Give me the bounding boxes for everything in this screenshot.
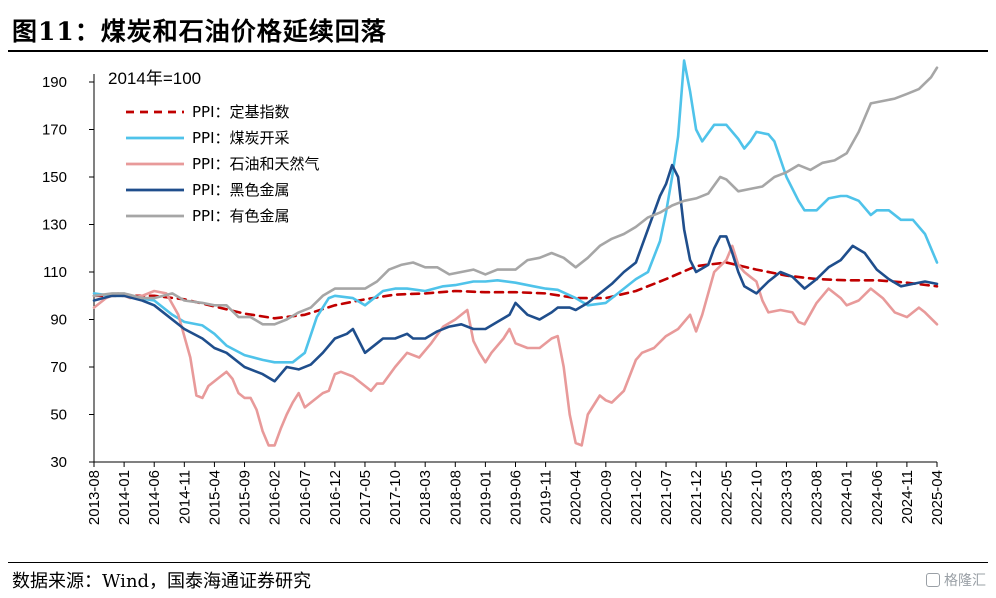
series-line-0 [92,261,939,320]
line-chart: 30 50 70 90 110 130 150 170 190 2013-08 2014-01 201… [42,59,946,525]
y-tick-label: 150 [42,169,67,186]
legend-label-2: PPI：石油和天然气 [192,155,320,173]
x-tick-label: 2014-01 [116,470,133,525]
watermark-logo-icon [926,573,940,587]
figure-header: 图11：煤炭和石油价格延续回落 [0,0,996,52]
y-tick-label: 30 [50,454,67,471]
y-tick-label: 190 [42,74,67,91]
x-tick-label: 2024-11 [899,470,916,524]
legend-label-4: PPI：有色金属 [192,207,290,225]
x-tick-label: 2021-12 [688,470,705,525]
legend-label-0: PPI：定基指数 [192,103,290,121]
x-tick-label: 2023-08 [809,470,826,525]
watermark: 格隆汇 [926,570,986,590]
x-tick-label: 2018-03 [417,470,434,525]
y-tick-label: 110 [43,264,67,281]
series-line-1 [92,59,939,364]
legend-label-3: PPI：黑色金属 [192,181,290,199]
x-tick-label: 2022-05 [718,470,735,525]
source-note: 数据来源：Wind，国泰海通证券研究 [12,571,312,592]
y-tick-label: 70 [50,359,67,376]
x-tick-label: 2020-04 [568,470,585,525]
chart-axes: 30 50 70 90 110 130 150 170 190 2013-08 2014-01 201… [42,74,946,525]
series-line-2 [92,244,939,447]
x-tick-label: 2017-05 [357,470,374,525]
y-tick-label: 50 [50,407,67,424]
x-tick-label: 2018-08 [447,470,464,525]
x-tick-label: 2025-04 [929,470,946,525]
x-tick-label: 2021-07 [658,470,675,525]
x-tick-label: 2024-01 [839,470,856,525]
x-tick-label: 2015-04 [206,470,223,525]
x-tick-label: 2024-06 [869,470,886,525]
x-tick-label: 2021-02 [628,470,645,525]
x-tick-label: 2015-09 [237,470,254,525]
footer-divider [8,562,988,563]
x-tick-label: 2023-03 [778,470,795,525]
y-tick-label: 90 [50,312,67,329]
figure-title: 图11：煤炭和石油价格延续回落 [12,17,387,46]
title-divider [8,50,988,52]
x-tick-label: 2016-12 [327,470,344,525]
x-tick-label: 2014-11 [176,470,193,524]
x-tick-label: 2019-01 [477,470,494,525]
x-tick-label: 2016-07 [297,470,314,525]
x-tick-label: 2019-11 [538,470,555,524]
chart-legend: PPI：定基指数 PPI：煤炭开采 PPI：石油和天然气 PPI：黑色金属 PPI：有色… [126,103,320,225]
watermark-text: 格隆汇 [944,573,986,589]
x-tick-label: 2017-10 [387,470,404,525]
y-tick-label: 170 [42,122,67,139]
x-tick-label: 2022-10 [748,470,765,525]
x-tick-label: 2013-08 [86,470,103,525]
x-tick-label: 2014-06 [146,470,163,525]
x-tick-label: 2016-02 [267,470,284,525]
x-tick-label: 2020-09 [598,470,615,525]
series-line-3 [92,163,939,383]
series-layer [92,59,939,447]
legend-label-1: PPI：煤炭开采 [192,129,290,147]
unit-label: 2014年=100 [108,69,201,88]
x-tick-label: 2019-06 [508,470,525,525]
y-tick-label: 130 [42,217,67,234]
series-line-4 [92,66,939,326]
